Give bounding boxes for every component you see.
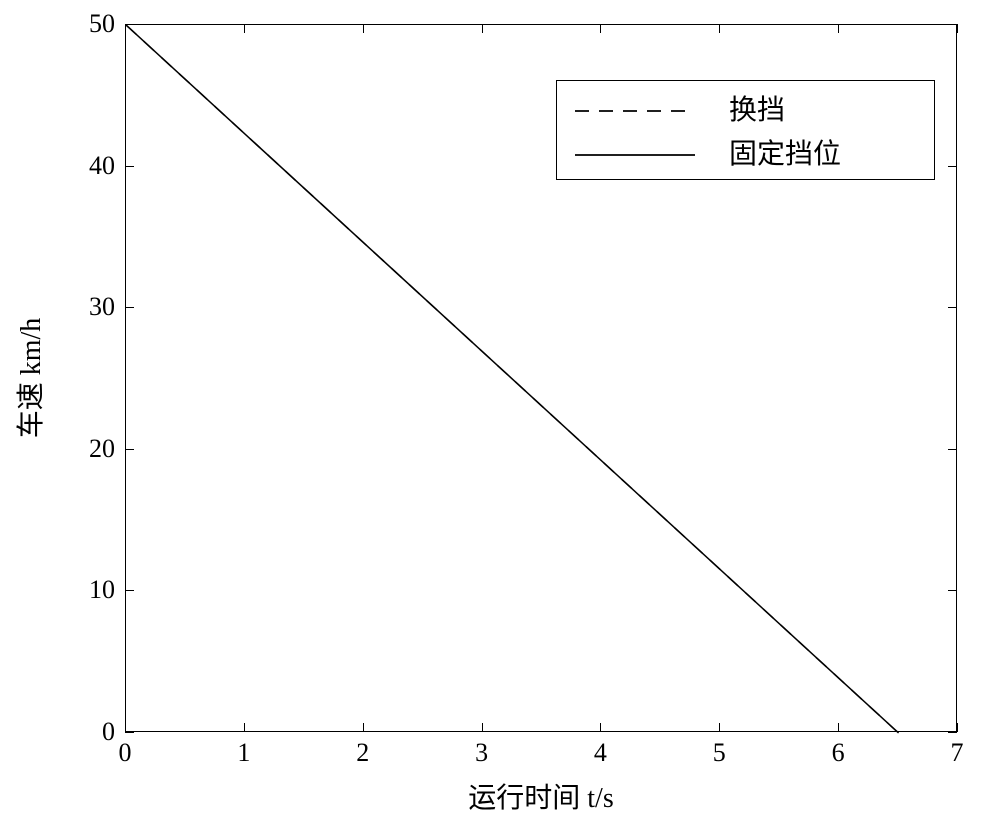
x-tick xyxy=(838,723,839,732)
y-tick-label: 20 xyxy=(89,434,115,464)
y-tick-label: 50 xyxy=(89,9,115,39)
x-tick xyxy=(244,723,245,732)
y-tick-label: 30 xyxy=(89,292,115,322)
legend-item: 换挡 xyxy=(569,89,785,133)
x-tick-label: 7 xyxy=(951,738,964,768)
x-tick-top xyxy=(482,24,483,33)
y-tick-right xyxy=(948,166,957,167)
x-tick xyxy=(719,723,720,732)
x-tick-top xyxy=(125,24,126,33)
y-tick-right xyxy=(948,449,957,450)
figure-canvas: 0 1 2 3 4 5 6 7 0 10 20 30 40 50 运行时间 t/s 车速 km/h 换挡… xyxy=(0,0,1000,824)
legend-label: 固定挡位 xyxy=(729,133,841,177)
x-tick-label: 2 xyxy=(356,738,369,768)
y-tick xyxy=(125,307,134,308)
x-tick-label: 5 xyxy=(713,738,726,768)
x-tick xyxy=(363,723,364,732)
x-tick-top xyxy=(719,24,720,33)
x-tick-top xyxy=(600,24,601,33)
x-tick-label: 6 xyxy=(832,738,845,768)
x-tick-top xyxy=(244,24,245,33)
y-tick xyxy=(125,24,134,25)
y-tick-label: 0 xyxy=(102,717,115,747)
y-tick-right xyxy=(948,24,957,25)
x-tick-label: 1 xyxy=(237,738,250,768)
y-tick xyxy=(125,590,134,591)
x-tick-top xyxy=(957,24,958,33)
legend-swatch xyxy=(569,133,701,177)
y-tick xyxy=(125,166,134,167)
y-axis-label: 车速 km/h xyxy=(9,318,49,439)
x-tick-label: 0 xyxy=(119,738,132,768)
x-tick-label: 4 xyxy=(594,738,607,768)
x-tick-top xyxy=(838,24,839,33)
x-axis-label: 运行时间 t/s xyxy=(468,776,613,816)
y-tick-right xyxy=(948,590,957,591)
x-tick xyxy=(957,723,958,732)
y-tick-right xyxy=(948,732,957,733)
legend-label: 换挡 xyxy=(729,89,785,133)
x-tick xyxy=(482,723,483,732)
y-tick-right xyxy=(948,307,957,308)
x-tick-top xyxy=(363,24,364,33)
legend: 换挡固定挡位 xyxy=(556,80,935,180)
y-tick-label: 10 xyxy=(89,575,115,605)
legend-swatch xyxy=(569,89,701,133)
x-tick-label: 3 xyxy=(475,738,488,768)
y-tick xyxy=(125,732,134,733)
legend-item: 固定挡位 xyxy=(569,133,841,177)
y-tick xyxy=(125,449,134,450)
y-tick-label: 40 xyxy=(89,151,115,181)
x-tick xyxy=(600,723,601,732)
x-tick xyxy=(125,723,126,732)
